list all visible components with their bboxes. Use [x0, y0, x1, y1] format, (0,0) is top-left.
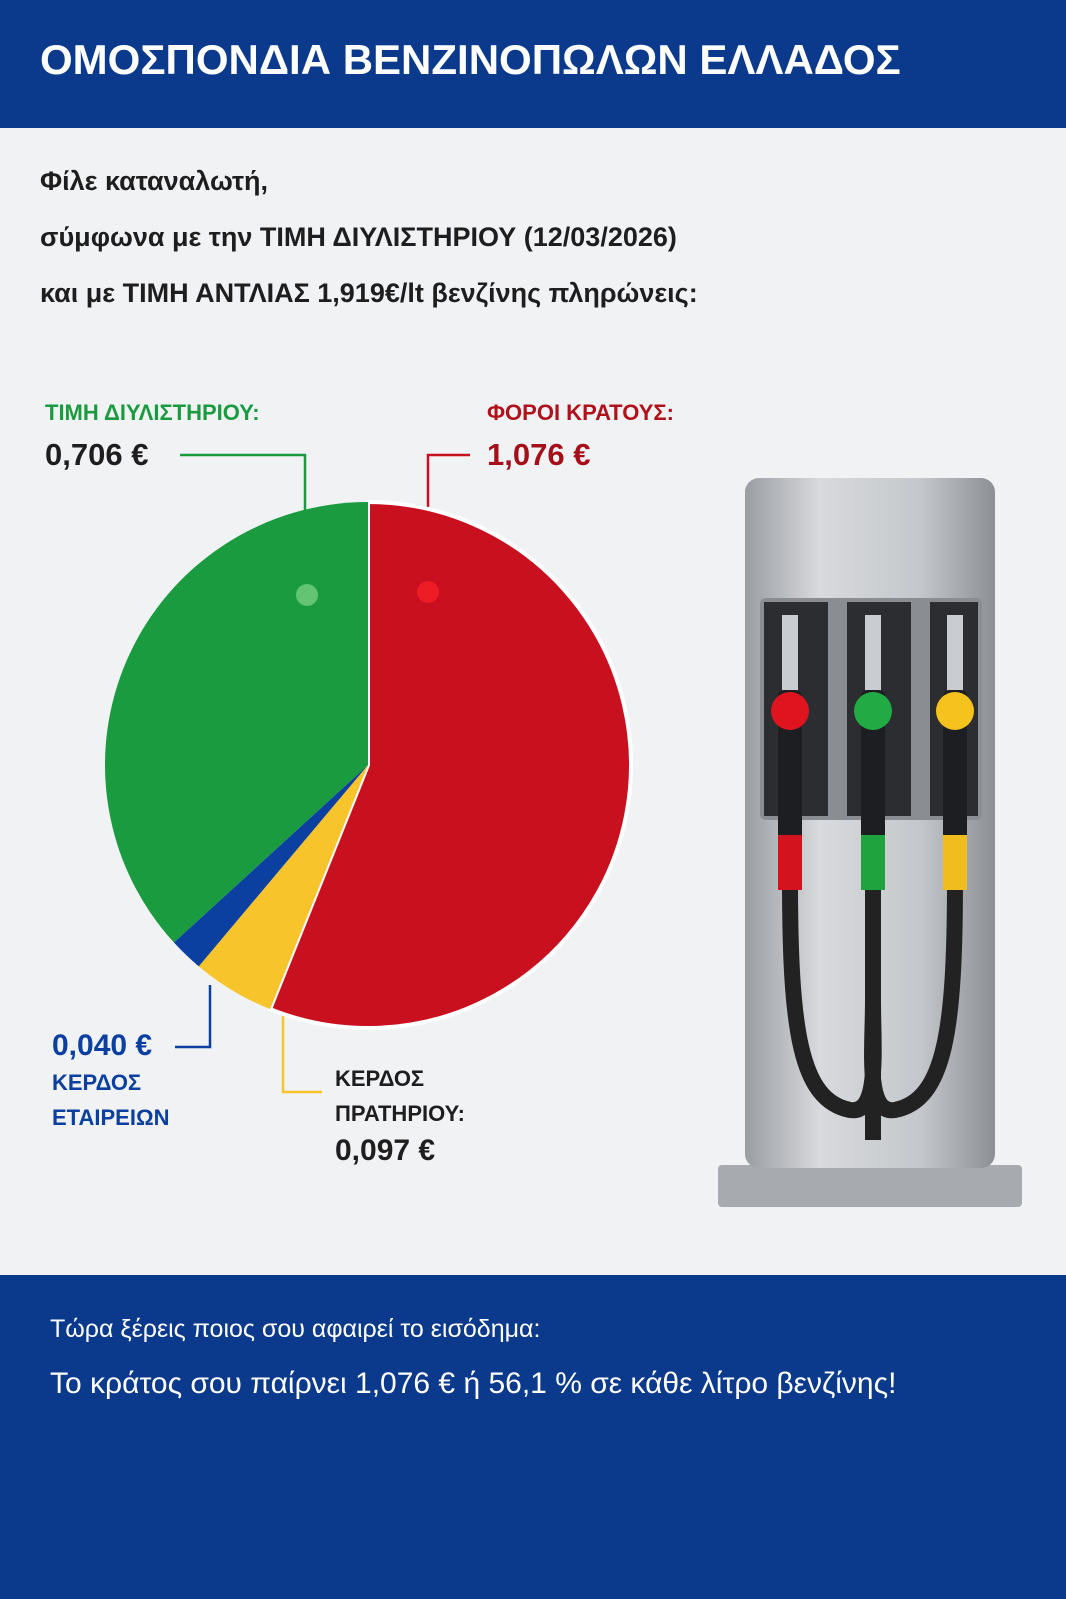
callout-line	[175, 985, 212, 1049]
value-label: 0,040 €	[52, 1029, 153, 1062]
slice-label: ΚΕΡΔΟΣ ΕΤΑΙΡΕΙΩΝ	[52, 1070, 170, 1130]
header: ΟΜΟΣΠΟΝΔΙΑ ΒΕΝΖΙΝΟΠΩΛΩΝ ΕΛΛΑΔΟΣ	[0, 0, 1066, 128]
value-label: 0,706 €	[45, 437, 149, 472]
footer: Τώρα ξέρεις ποιος σου αφαιρεί το εισόδημ…	[0, 1275, 1066, 1599]
callout-dot	[296, 584, 318, 606]
footer-line: Το κράτος σου παίρνει 1,076 € ή 56,1 % σ…	[50, 1367, 897, 1400]
pie-slice	[173, 765, 368, 967]
pie-slice	[267, 499, 633, 1030]
pie-slice	[198, 765, 368, 1010]
fuel-pump	[718, 478, 1022, 1207]
pie-slice	[105, 502, 368, 943]
slice-label: ΦΟΡΟΙ ΚΡΑΤΟΥΣ:	[487, 400, 674, 425]
intro-line: Φίλε καταναλωτή,	[40, 166, 269, 196]
footer-line: Τώρα ξέρεις ποιος σου αφαιρεί το εισόδημ…	[50, 1315, 541, 1343]
slice-label: ΚΕΡΔΟΣ ΠΡΑΤΗΡΙΟΥ:	[335, 1066, 465, 1126]
callout-dot	[417, 581, 439, 603]
intro-line: και με ΤΙΜΗ ΑΝΤΛΙΑΣ 1,919€/lt βενζίνης π…	[40, 278, 698, 308]
slice-label: ΤΙΜΗ ΔΙΥΛΙΣΤΗΡΙΟΥ:	[45, 400, 260, 425]
intro-line: σύμφωνα με την ΤΙΜΗ ΔΙΥΛΙΣΤΗΡΙΟΥ (12/03/…	[40, 222, 677, 252]
pie	[105, 499, 633, 1030]
value-label: 0,097 €	[335, 1134, 436, 1167]
header-title: ΟΜΟΣΠΟΝΔΙΑ ΒΕΝΖΙΝΟΠΩΛΩΝ ΕΛΛΑΔΟΣ	[40, 36, 901, 83]
value-label: 1,076 €	[487, 437, 591, 472]
